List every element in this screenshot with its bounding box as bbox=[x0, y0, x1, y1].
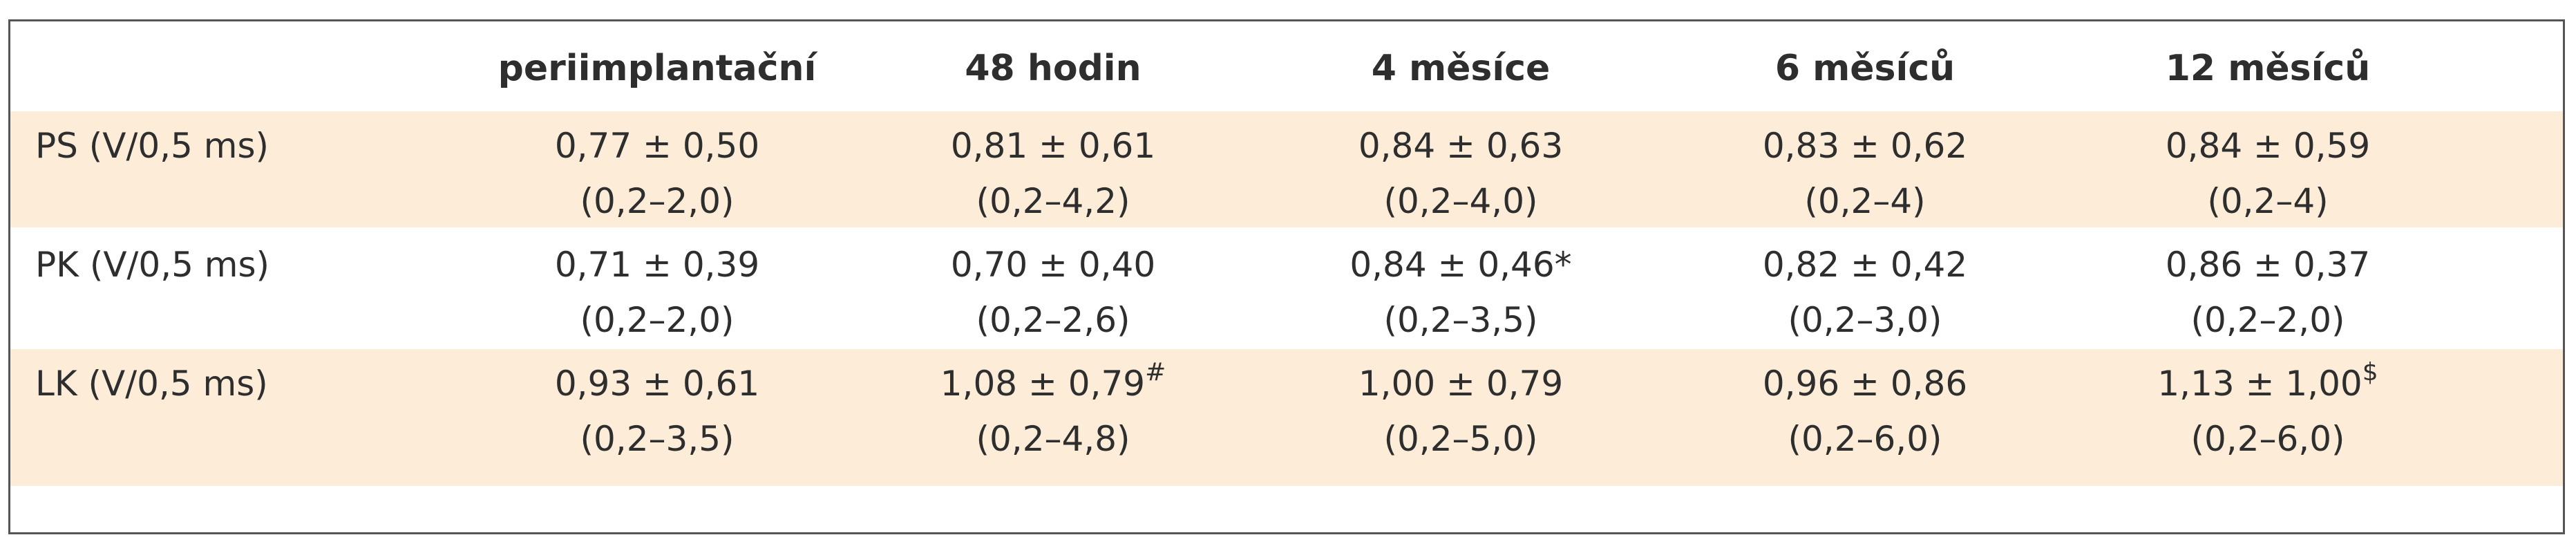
mean-text: 0,82 ± 0,42 bbox=[1762, 245, 1968, 285]
mean-text: 0,86 ± 0,37 bbox=[2165, 245, 2371, 285]
mean-text: 0,70 ± 0,40 bbox=[950, 245, 1156, 285]
footnote-mark: # bbox=[1145, 358, 1166, 386]
cell-range: (0,2–6,0) bbox=[1788, 419, 1942, 459]
mean-text: 0,84 ± 0,59 bbox=[2165, 126, 2371, 166]
cell-mean: 0,86 ± 0,37 bbox=[2166, 244, 2370, 285]
column-header: 6 měsíců bbox=[1774, 48, 1955, 89]
cell-range: (0,2–2,0) bbox=[580, 181, 735, 221]
cell-range: (0,2–4) bbox=[2207, 181, 2329, 221]
cell-mean: 0,81 ± 0,61 bbox=[951, 125, 1155, 167]
mean-text: 0,93 ± 0,61 bbox=[554, 364, 760, 404]
cell-mean: 0,93 ± 0,61 bbox=[555, 363, 759, 404]
column-header: 4 měsíce bbox=[1371, 48, 1551, 89]
table: periimplantační 48 hodin 4 měsíce 6 měsíců 1… bbox=[8, 19, 2565, 534]
row-band bbox=[10, 230, 2563, 346]
mean-text: 0,84 ± 0,46* bbox=[1349, 245, 1572, 285]
cell-range: (0,2–6,0) bbox=[2190, 419, 2345, 459]
column-header: periimplantační bbox=[498, 48, 817, 89]
cell-mean: 1,13 ± 1,00$ bbox=[2157, 360, 2378, 404]
cell-range: (0,2–4) bbox=[1804, 181, 1926, 221]
mean-text: 0,84 ± 0,63 bbox=[1358, 126, 1564, 166]
cell-range: (0,2–4,2) bbox=[976, 181, 1130, 221]
footnote-mark: $ bbox=[2362, 358, 2378, 386]
cell-mean: 0,84 ± 0,59 bbox=[2166, 125, 2370, 167]
row-label: PS (V/0,5 ms) bbox=[35, 126, 269, 166]
mean-text: 0,81 ± 0,61 bbox=[950, 126, 1156, 166]
cell-range: (0,2–3,0) bbox=[1788, 300, 1942, 340]
cell-mean: 1,08 ± 0,79# bbox=[940, 360, 1166, 404]
cell-mean: 0,83 ± 0,62 bbox=[1763, 125, 1967, 167]
column-header: 48 hodin bbox=[965, 48, 1142, 89]
cell-range: (0,2–2,6) bbox=[976, 300, 1130, 340]
cell-mean: 0,77 ± 0,50 bbox=[555, 125, 759, 167]
mean-text: 0,71 ± 0,39 bbox=[554, 245, 760, 285]
cell-mean: 0,84 ± 0,46* bbox=[1349, 244, 1571, 285]
mean-text: 1,08 ± 0,79 bbox=[940, 364, 1146, 404]
cell-mean: 0,82 ± 0,42 bbox=[1763, 244, 1967, 285]
cell-range: (0,2–4,8) bbox=[976, 419, 1130, 459]
row-label: LK (V/0,5 ms) bbox=[35, 364, 268, 404]
cell-range: (0,2–2,0) bbox=[580, 300, 735, 340]
mean-text: 0,96 ± 0,86 bbox=[1762, 364, 1968, 404]
cell-mean: 0,71 ± 0,39 bbox=[555, 244, 759, 285]
mean-text: 1,00 ± 0,79 bbox=[1358, 364, 1564, 404]
cell-mean: 0,84 ± 0,63 bbox=[1358, 125, 1563, 167]
cell-range: (0,2–4,0) bbox=[1383, 181, 1538, 221]
mean-text: 1,13 ± 1,00 bbox=[2157, 364, 2362, 404]
row-band bbox=[10, 349, 2563, 486]
cell-range: (0,2–2,0) bbox=[2190, 300, 2345, 340]
cell-mean: 1,00 ± 0,79 bbox=[1358, 363, 1563, 404]
mean-text: 0,77 ± 0,50 bbox=[554, 126, 760, 166]
column-header: 12 měsíců bbox=[2165, 48, 2371, 89]
cell-mean: 0,70 ± 0,40 bbox=[951, 244, 1155, 285]
row-band bbox=[10, 111, 2563, 227]
cell-range: (0,2–3,5) bbox=[1383, 300, 1538, 340]
cell-range: (0,2–3,5) bbox=[580, 419, 735, 459]
mean-text: 0,83 ± 0,62 bbox=[1762, 126, 1968, 166]
cell-mean: 0,96 ± 0,86 bbox=[1763, 363, 1967, 404]
cell-range: (0,2–5,0) bbox=[1383, 419, 1538, 459]
row-label: PK (V/0,5 ms) bbox=[35, 245, 270, 285]
